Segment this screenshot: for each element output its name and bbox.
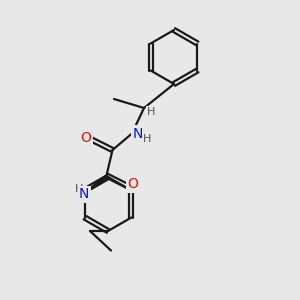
Text: O: O [128, 178, 138, 191]
Text: H: H [143, 134, 151, 144]
Text: O: O [81, 131, 92, 145]
Text: H: H [75, 184, 83, 194]
Text: N: N [132, 127, 142, 140]
Text: N: N [79, 188, 89, 201]
Text: H: H [146, 106, 155, 117]
